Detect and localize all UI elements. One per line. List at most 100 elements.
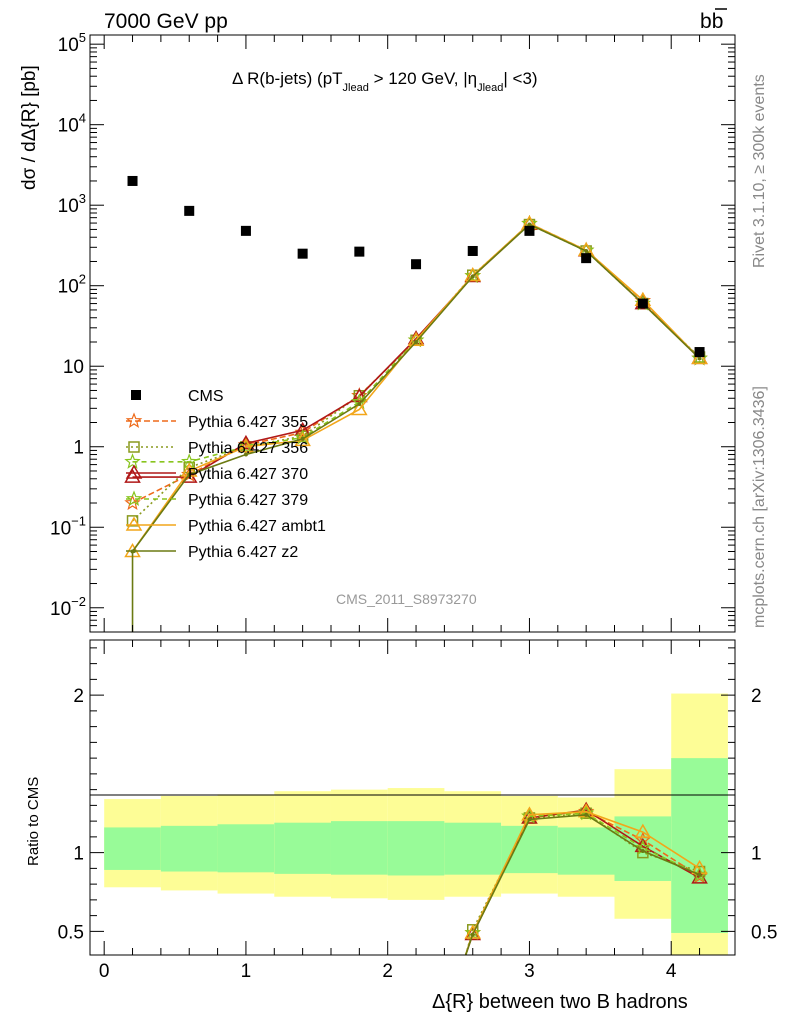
cms-data-point [127, 175, 138, 186]
legend-label-3: Pythia 6.427 379 [188, 492, 308, 509]
legend-marker-0 [125, 412, 143, 429]
series-marker-4 [691, 349, 708, 365]
rivet-label: Rivet 3.1.10, ≥ 300k events [751, 74, 768, 268]
series-marker-3 [124, 453, 141, 469]
cms-data-point [637, 298, 648, 309]
ratio-y-tick-label: 1 [73, 844, 84, 865]
ratio-frame [89, 639, 736, 956]
series-marker-2 [124, 468, 141, 483]
ratio-plot-panel: 0.5 0.5 1 1 2 2 0 1 2 3 4 Ratio to CMS Δ{R} betwee… [25, 639, 777, 1013]
main-plot-panel: 10−2 10−1 1 10 102 103 104 105 Δ R(b-jets) (pTJ… [19, 30, 736, 633]
main-title: Δ R(b-jets) (pTJlead > 120 GeV, |ηJlead|… [232, 69, 538, 94]
y-tick-label: 102 [58, 272, 86, 298]
series-marker-2 [237, 434, 255, 450]
series-marker-4 [351, 401, 368, 416]
legend-label-2: Pythia 6.427 370 [188, 466, 308, 483]
legend-marker-3 [125, 490, 143, 507]
x-tick-label: 4 [666, 961, 677, 982]
ratio-green-band [614, 816, 672, 881]
ratio-y-tick-label: 0.5 [58, 922, 84, 943]
legend-label-1: Pythia 6.427 356 [188, 440, 308, 457]
ratio-line-5 [464, 813, 700, 956]
series-marker-3 [464, 267, 482, 284]
ratio-marker-5 [470, 932, 475, 937]
x-tick-label: 3 [524, 961, 535, 982]
series-marker-4 [407, 331, 425, 347]
series-marker-5 [357, 401, 362, 406]
y-tick-label: 104 [58, 111, 86, 137]
ratio-y-tick-label-right: 2 [751, 686, 762, 707]
ratio-green-band [217, 824, 275, 873]
legend-marker-5 [132, 549, 136, 553]
cms-data-point [581, 253, 592, 264]
legend: CMS Pythia 6.427 355 Pythia 6.427 356 Pythi… [125, 388, 326, 561]
main-frame [89, 34, 736, 633]
cms-data-point [354, 246, 365, 257]
legend-label-0: Pythia 6.427 355 [188, 414, 308, 431]
ratio-green-band [501, 825, 558, 874]
cms-data-point [240, 225, 251, 236]
header-process-label: bb [700, 10, 723, 33]
main-y-axis-label: dσ / dΔ{R} [pb] [19, 65, 40, 190]
ratio-y-axis-label: Ratio to CMS [25, 777, 42, 866]
legend-label-4: Pythia 6.427 ambt1 [188, 518, 326, 535]
series-marker-1 [126, 515, 139, 527]
header-energy-label: 7000 GeV pp [104, 10, 228, 33]
analysis-label: CMS_2011_S8973270 [336, 591, 477, 607]
series-marker-2 [294, 421, 311, 437]
ratio-green-band [387, 821, 445, 876]
series-marker-5 [414, 339, 419, 344]
cms-data-point [467, 245, 478, 256]
legend-marker-1 [128, 441, 140, 453]
y-tick-label: 10 [63, 357, 84, 378]
x-tick-label: 2 [382, 961, 393, 982]
ratio-green-band [274, 822, 331, 874]
x-axis-label: Δ{R} between two B hadrons [432, 991, 688, 1013]
cms-data-point [297, 248, 308, 259]
legend-label-cms: CMS [188, 388, 224, 405]
series-marker-5 [697, 356, 702, 361]
ratio-green-band [160, 825, 218, 872]
ratio-y-tick-label: 2 [73, 686, 84, 707]
legend-label-5: Pythia 6.427 z2 [188, 544, 298, 561]
x-tick-label: 0 [99, 961, 110, 982]
ratio-marker-4 [634, 823, 652, 838]
y-tick-label: 105 [58, 30, 86, 56]
ratio-marker-5 [527, 817, 532, 822]
series-marker-5 [584, 248, 589, 253]
ratio-marker-5 [584, 812, 589, 817]
ratio-green-band [104, 827, 161, 870]
y-tick-label: 10−2 [50, 594, 86, 620]
series-marker-4 [464, 266, 482, 282]
y-tick-label: 103 [58, 191, 86, 217]
cms-data-point [184, 205, 195, 216]
cms-data-point [524, 225, 535, 236]
series-marker-5 [300, 436, 305, 441]
legend-marker-cms [131, 390, 141, 400]
series-marker-5 [527, 222, 532, 227]
ratio-marker-4 [464, 924, 482, 939]
legend-marker-4 [125, 516, 143, 531]
series-marker-5 [243, 452, 248, 457]
ratio-marker-5 [640, 849, 645, 854]
cms-data-point [694, 347, 705, 358]
legend-marker-2 [125, 464, 143, 479]
ratio-green-band [557, 827, 615, 875]
y-tick-label: 1 [73, 438, 84, 459]
series-marker-5 [470, 274, 475, 279]
ratio-green-band [330, 821, 388, 875]
y-tick-label: 10−1 [50, 513, 86, 539]
ratio-y-tick-label-right: 1 [751, 844, 762, 865]
ratio-y-tick-label-right: 0.5 [751, 922, 777, 943]
ratio-marker-5 [697, 872, 702, 877]
ratio-green-band [671, 758, 728, 933]
mcplots-label: mcplots.cern.ch [arXiv:1306.3436] [751, 386, 768, 628]
x-tick-label: 1 [241, 961, 252, 982]
series-marker-4 [237, 438, 255, 453]
cms-data-point [411, 259, 422, 270]
series-marker-3 [691, 349, 708, 366]
series-marker-5 [187, 472, 192, 477]
ratio-green-band [444, 822, 502, 875]
series-marker-3 [237, 438, 255, 454]
